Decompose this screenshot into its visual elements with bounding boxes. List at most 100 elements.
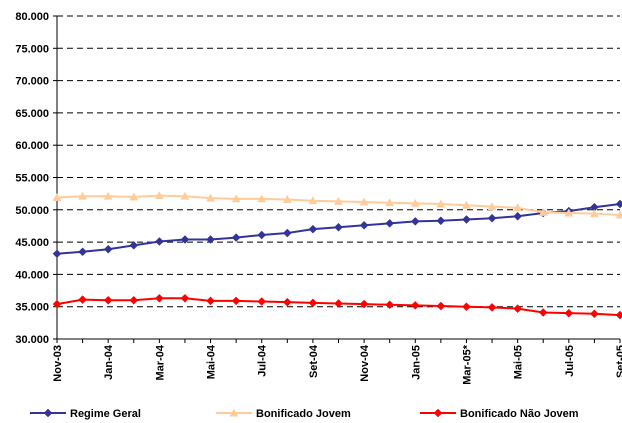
- data-point: [359, 197, 369, 206]
- data-point: [154, 191, 164, 200]
- data-point: [78, 295, 87, 304]
- x-tick-label: Jul-04: [257, 344, 269, 377]
- y-tick-label: 60.000: [15, 140, 49, 152]
- data-point: [564, 208, 574, 217]
- x-tick-label: Mai-04: [206, 344, 218, 379]
- data-point: [462, 200, 471, 209]
- y-tick-label: 30.000: [15, 334, 49, 346]
- data-point: [513, 304, 522, 313]
- legend-marker: [433, 408, 443, 418]
- data-point: [257, 297, 267, 306]
- legend-item: Bonificado Não Jovem: [420, 408, 579, 420]
- data-point: [615, 310, 622, 320]
- data-point: [52, 299, 62, 309]
- data-point: [359, 220, 369, 230]
- data-point: [206, 235, 215, 244]
- data-point: [410, 301, 420, 310]
- data-point: [334, 299, 343, 308]
- x-tick-label: Jul-05: [564, 345, 576, 377]
- x-tick-label: Set-05: [615, 345, 622, 378]
- data-point: [129, 295, 139, 305]
- data-point: [538, 207, 548, 216]
- series-bonificado-jovem: [52, 191, 622, 219]
- x-tick-label: Mar-05*: [461, 344, 473, 384]
- x-tick-label: Mai-05: [513, 345, 525, 379]
- x-tick-label: Jan-04: [103, 344, 115, 380]
- data-point: [487, 213, 497, 223]
- legend-label: Bonificado Não Jovem: [460, 408, 579, 420]
- data-point: [231, 233, 241, 242]
- data-point: [615, 199, 622, 209]
- series-bonificado-não-jovem: [52, 293, 622, 320]
- data-point: [334, 196, 343, 205]
- x-axis: Nov-03 Jan-04 Mar-04 Mai-04 Jul-04 Set-04 Nov-…: [52, 338, 622, 385]
- y-tick-label: 55.000: [15, 173, 49, 185]
- data-point: [206, 296, 215, 306]
- data-point: [436, 199, 446, 208]
- data-point: [282, 194, 292, 203]
- data-point: [206, 193, 215, 202]
- data-point: [257, 230, 267, 240]
- data-point: [436, 216, 446, 226]
- legend-label: Regime Geral: [70, 408, 141, 420]
- data-point: [385, 219, 395, 228]
- data-point: [487, 302, 497, 312]
- y-axis: 30.000 35.000 40.000 45.000 50.000 55.000 60.0…: [15, 11, 58, 346]
- data-point: [615, 210, 622, 219]
- data-point: [385, 198, 395, 207]
- data-point: [589, 209, 599, 218]
- data-point: [155, 293, 164, 303]
- x-tick-label: Nov-03: [52, 345, 64, 382]
- y-tick-label: 70.000: [15, 76, 49, 88]
- data-point: [257, 194, 267, 203]
- data-point: [180, 191, 190, 200]
- data-point: [282, 228, 292, 238]
- data-point: [513, 211, 522, 221]
- legend: Regime Geral Bonificado Jovem Bonificado N…: [30, 408, 579, 420]
- series-regime-geral: [52, 199, 622, 259]
- data-point: [180, 293, 190, 303]
- legend-label: Bonificado Jovem: [256, 408, 351, 420]
- series-group: [52, 191, 622, 320]
- data-point: [231, 296, 241, 306]
- data-point: [564, 308, 574, 318]
- data-point: [129, 192, 139, 201]
- data-point: [590, 309, 599, 319]
- data-point: [103, 244, 113, 254]
- data-point: [180, 235, 190, 244]
- legend-marker: [229, 408, 239, 417]
- x-tick-label: Jan-05: [410, 345, 422, 380]
- data-point: [308, 224, 318, 234]
- y-tick-label: 40.000: [15, 269, 49, 281]
- data-point: [78, 191, 88, 200]
- data-point: [129, 240, 139, 250]
- data-point: [385, 300, 395, 310]
- legend-item: Bonificado Jovem: [216, 408, 351, 420]
- x-tick-label: Nov-04: [359, 344, 371, 382]
- data-point: [103, 191, 113, 200]
- x-tick-label: Mar-04: [154, 344, 166, 380]
- y-tick-label: 45.000: [15, 237, 49, 249]
- y-tick-label: 35.000: [15, 302, 49, 314]
- data-point: [410, 198, 420, 207]
- y-tick-label: 65.000: [15, 108, 49, 120]
- data-point: [103, 295, 113, 305]
- data-point: [52, 249, 62, 259]
- data-point: [538, 308, 548, 317]
- data-point: [308, 196, 318, 205]
- data-point: [487, 202, 497, 211]
- data-point: [462, 215, 471, 224]
- legend-item: Regime Geral: [30, 408, 141, 420]
- data-point: [308, 298, 318, 308]
- gridlines: [57, 15, 620, 308]
- data-point: [513, 203, 523, 212]
- data-point: [462, 302, 471, 312]
- data-point: [78, 247, 87, 257]
- y-tick-label: 75.000: [15, 43, 49, 55]
- x-tick-label: Set-04: [308, 344, 320, 378]
- data-point: [410, 217, 420, 226]
- data-point: [155, 237, 164, 246]
- data-point: [52, 193, 62, 201]
- y-tick-label: 80.000: [15, 11, 49, 23]
